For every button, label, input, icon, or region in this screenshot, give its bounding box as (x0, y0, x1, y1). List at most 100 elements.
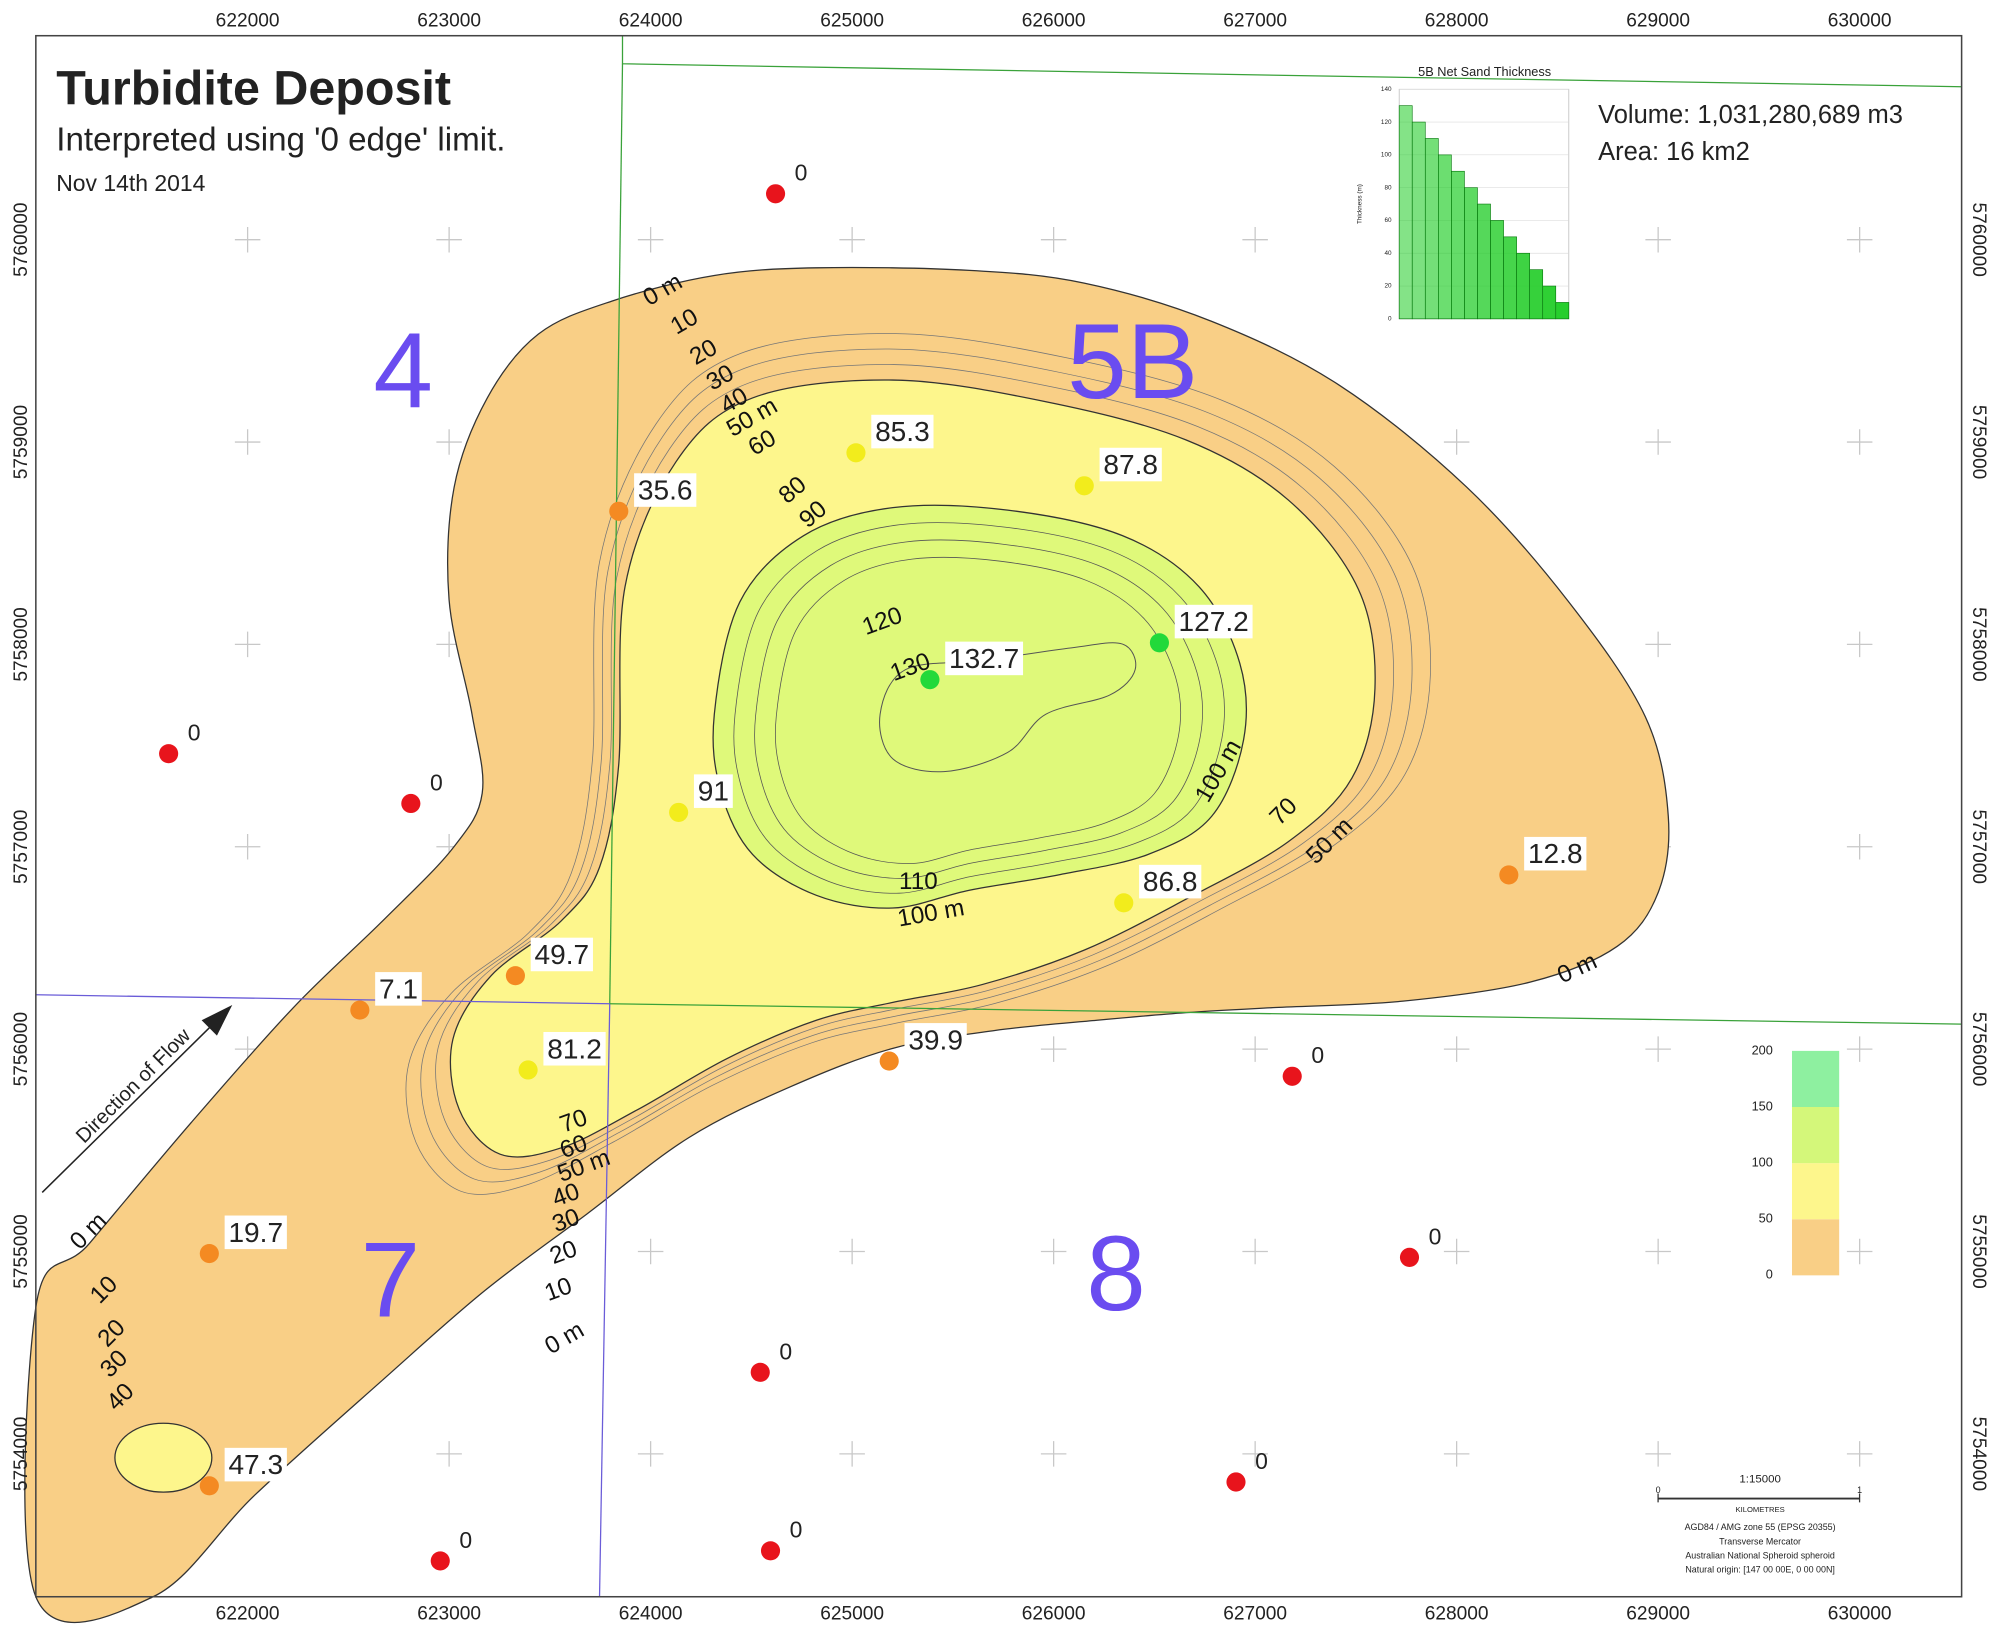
label-bg (693, 774, 733, 808)
grid-cross (1846, 1441, 1873, 1467)
inset-bar (1516, 252, 1530, 320)
x-tick-label: 628000 (1425, 1604, 1489, 1625)
contour-line (754, 539, 1203, 879)
label-bg (945, 641, 1024, 676)
grid-cross (436, 429, 462, 455)
x-tick-label: 626000 (1022, 1604, 1086, 1625)
label-bg (224, 1447, 287, 1482)
date: Nov 14th 2014 (56, 170, 205, 196)
inset-bar (1464, 187, 1478, 320)
y-tick-label: 5760000 (1968, 202, 1989, 276)
scale-bar: 1:15000 0 1 KILOMETRES AGD84 / AMG zone … (1656, 1473, 1863, 1574)
grid-cross (1242, 1036, 1268, 1062)
grid-cross (839, 226, 865, 253)
grid-cross (839, 1441, 865, 1467)
label-bg (530, 937, 593, 972)
grid-cross (1040, 1036, 1067, 1062)
map-frame (35, 34, 1963, 1598)
block-label: 8 (1086, 1213, 1146, 1333)
well-label: 0 (459, 1527, 472, 1553)
well-label: 19.7 (228, 1217, 283, 1248)
inset-bar (1490, 220, 1504, 320)
survey-line (35, 994, 610, 1005)
inset-y-tick-label: 0 (1388, 316, 1392, 323)
well-label: 127.2 (1179, 606, 1249, 637)
x-tick-label: 630000 (1828, 1604, 1892, 1625)
grid-cross (1846, 631, 1873, 658)
label-bg (871, 414, 934, 449)
grid-cross (1846, 1036, 1873, 1062)
inset-bar (1503, 236, 1517, 320)
inset-bar (1411, 121, 1426, 320)
x-tick-label: 624000 (619, 1604, 683, 1625)
grid-cross (1846, 429, 1873, 455)
legend-tick-label: 150 (1752, 1098, 1773, 1113)
legend-tick-label: 200 (1752, 1042, 1773, 1057)
well (1499, 865, 1519, 885)
survey-line (609, 1003, 1962, 1025)
grid-cross (637, 1441, 664, 1467)
inset-chart: 5B Net Sand Thickness Thickness (m) 0 20 4… (1356, 64, 1570, 323)
legend-tick-label: 0 (1766, 1267, 1773, 1282)
legend-tick-label: 50 (1759, 1211, 1773, 1226)
well (518, 1060, 538, 1080)
block-label: 4 (373, 310, 433, 430)
grid-cross (1645, 1238, 1671, 1265)
well-label: 7.1 (379, 973, 418, 1004)
well (505, 966, 525, 986)
legend-tick-label: 100 (1752, 1154, 1773, 1169)
grid-cross (234, 226, 261, 253)
grid-cross (234, 429, 261, 455)
y-tick-label: 5756000 (1968, 1012, 1989, 1086)
well-label: 47.3 (228, 1449, 283, 1480)
grid-cross (1645, 1036, 1671, 1062)
well (609, 501, 629, 521)
well-label: 0 (430, 769, 443, 795)
y-tick-label: 5755000 (11, 1214, 32, 1288)
contour-line (733, 522, 1225, 894)
grid-cross (1443, 1036, 1470, 1062)
label-bg (1174, 604, 1253, 639)
x-tick-label: 623000 (417, 11, 481, 32)
well (669, 802, 689, 822)
well-label: 0 (1429, 1223, 1442, 1249)
projection-note: Transverse Mercator (1719, 1536, 1801, 1546)
contour-50m-small (114, 1422, 213, 1493)
well (1114, 893, 1134, 913)
x-tick-label: 626000 (1022, 11, 1086, 32)
well-label: 85.3 (875, 416, 930, 447)
projection-note: Natural origin: [147 00 00E, 0 00 00N] (1685, 1564, 1835, 1574)
x-tick-label: 622000 (216, 1604, 280, 1625)
grid-cross (1645, 429, 1671, 455)
legend-band (1791, 1050, 1840, 1108)
scale-unit: KILOMETRES (1735, 1505, 1784, 1514)
well-label: 49.7 (535, 939, 590, 970)
flow-arrowhead (201, 1004, 233, 1036)
flow-arrow (41, 1019, 218, 1193)
scale-start: 0 (1656, 1485, 1661, 1495)
area: Area: 16 km2 (1598, 138, 1750, 166)
well-label: 39.9 (908, 1024, 963, 1055)
y-tick-label: 5760000 (11, 202, 32, 276)
inset-bar (1477, 203, 1491, 320)
well (750, 1362, 770, 1382)
x-tick-label: 624000 (619, 11, 683, 32)
legend-band (1791, 1107, 1840, 1164)
well (430, 1551, 450, 1571)
well (401, 793, 421, 814)
x-tick-label: 627000 (1223, 1604, 1287, 1625)
grid-cross (436, 1441, 462, 1467)
well (1282, 1066, 1302, 1086)
label-bg (224, 1215, 287, 1250)
inset-bar (1424, 138, 1439, 320)
y-tick-label: 5758000 (1968, 607, 1989, 681)
grid-cross (839, 1238, 865, 1265)
grid-cross (1645, 226, 1671, 253)
inset-y-tick-label: 140 (1381, 86, 1392, 93)
inset-y-tick-label: 120 (1381, 119, 1392, 126)
well (760, 1541, 781, 1561)
well-label: 0 (795, 160, 808, 186)
well-label: 87.8 (1103, 449, 1158, 480)
y-tick-label: 5756000 (11, 1012, 32, 1086)
